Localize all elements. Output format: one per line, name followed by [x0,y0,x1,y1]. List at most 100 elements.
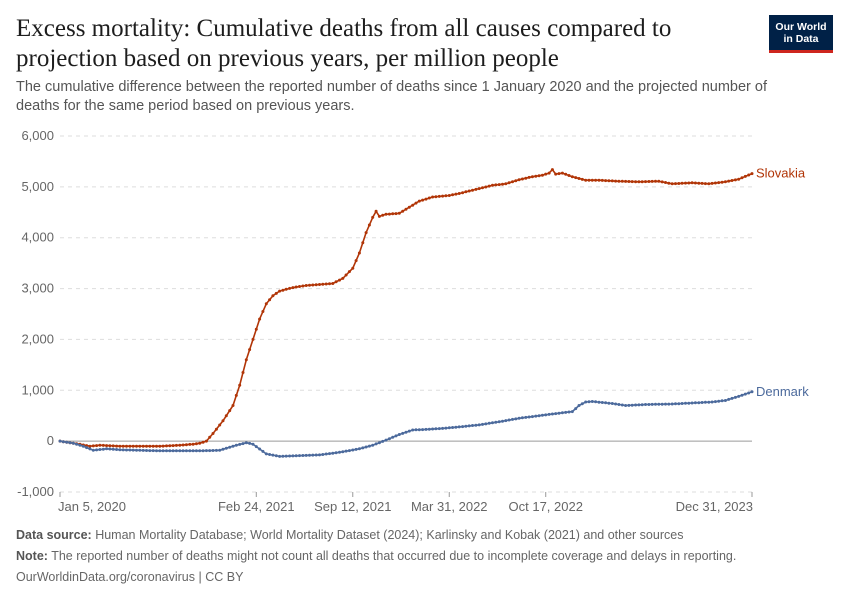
data-point-slovakia [491,183,494,187]
data-point-slovakia [693,181,697,185]
data-point-slovakia [404,207,408,211]
note-label: Note: [16,549,48,563]
data-point-slovakia [364,231,368,235]
data-point-slovakia [727,179,731,183]
data-point-denmark [514,417,518,421]
data-point-denmark [441,426,445,430]
data-point-denmark [677,402,681,406]
data-point-denmark [554,412,558,416]
data-point-slovakia [264,302,268,306]
data-point-slovakia [381,213,385,217]
data-point-denmark [387,437,391,441]
data-point-denmark [723,399,727,402]
data-point-denmark [58,439,62,443]
data-point-slovakia [208,435,212,439]
data-point-slovakia [334,280,338,284]
series-markers-slovakia [58,168,754,448]
chart-title: Excess mortality: Cumulative deaths from… [16,15,672,72]
data-point-denmark [98,448,102,451]
data-point-denmark [547,412,551,416]
data-point-denmark [261,449,265,453]
data-point-slovakia [507,181,511,185]
data-point-slovakia [291,286,295,290]
data-point-denmark [241,442,245,446]
data-point-denmark [208,449,212,453]
data-point-denmark [138,448,142,452]
y-tick-label: 4,000 [21,230,54,245]
data-point-slovakia [674,182,677,186]
data-point-denmark [75,442,79,446]
data-point-denmark [461,425,465,429]
data-point-slovakia [155,444,158,448]
data-point-slovakia [584,178,588,182]
data-point-denmark [417,428,421,432]
data-point-denmark [191,449,195,453]
data-point-denmark [324,452,328,456]
data-point-denmark [684,401,687,405]
credit-link[interactable]: OurWorldinData.org/coronavirus | CC BY [16,570,244,584]
data-point-denmark [161,449,165,453]
data-point-denmark [234,443,238,447]
data-point-denmark [664,402,667,406]
data-point-denmark [700,401,704,404]
x-tick-label: Sep 12, 2021 [314,499,391,514]
data-point-denmark [381,439,385,443]
data-point-slovakia [221,419,225,423]
data-point-denmark [697,401,701,405]
data-point-slovakia [201,440,205,444]
data-point-denmark [351,448,355,452]
data-point-slovakia [231,404,235,407]
data-point-denmark [224,446,228,450]
series-label-slovakia[interactable]: Slovakia [756,166,806,181]
data-point-denmark [437,427,441,431]
data-point-denmark [707,400,711,404]
data-point-denmark [640,403,644,407]
data-point-denmark [427,427,431,431]
data-point-slovakia [238,383,242,387]
data-point-denmark [587,400,591,404]
data-point-denmark [361,446,365,450]
logo-accent-bar [769,50,833,53]
data-point-slovakia [740,176,744,180]
data-point-denmark [574,407,578,411]
data-point-denmark [101,447,105,451]
data-point-denmark [524,415,528,419]
x-tick-label: Feb 24, 2021 [218,499,295,514]
data-point-denmark [654,402,657,406]
y-tick-label: 5,000 [21,179,54,194]
data-point-denmark [244,441,248,445]
series-label-denmark[interactable]: Denmark [756,384,809,399]
data-point-denmark [371,443,375,447]
data-point-denmark [610,402,614,405]
data-point-slovakia [241,371,245,374]
data-point-denmark [278,454,282,458]
data-point-denmark [444,426,448,430]
data-point-denmark [507,418,511,422]
data-point-slovakia [547,171,551,175]
data-point-denmark [624,404,628,407]
data-point-denmark [637,403,641,407]
data-point-denmark [457,425,461,429]
data-point-denmark [201,449,205,453]
data-point-slovakia [464,190,468,194]
data-point-slovakia [684,181,687,185]
owid-logo[interactable]: Our World in Data [769,15,833,53]
data-point-slovakia [258,317,262,321]
x-tick-label: Jan 5, 2020 [58,499,126,514]
data-point-denmark [517,416,521,420]
data-point-slovakia [454,192,458,196]
data-point-slovakia [717,181,721,185]
data-note: Note: The reported number of deaths migh… [16,549,736,563]
data-point-slovakia [228,409,232,413]
data-point-denmark [321,453,325,456]
data-point-slovakia [560,171,564,175]
data-point-denmark [294,454,298,458]
data-point-slovakia [517,178,521,182]
data-point-slovakia [747,173,751,177]
data-point-denmark [447,426,451,430]
data-point-denmark [530,415,534,419]
data-point-slovakia [354,259,358,263]
data-point-slovakia [534,174,538,178]
data-point-denmark [221,447,225,451]
